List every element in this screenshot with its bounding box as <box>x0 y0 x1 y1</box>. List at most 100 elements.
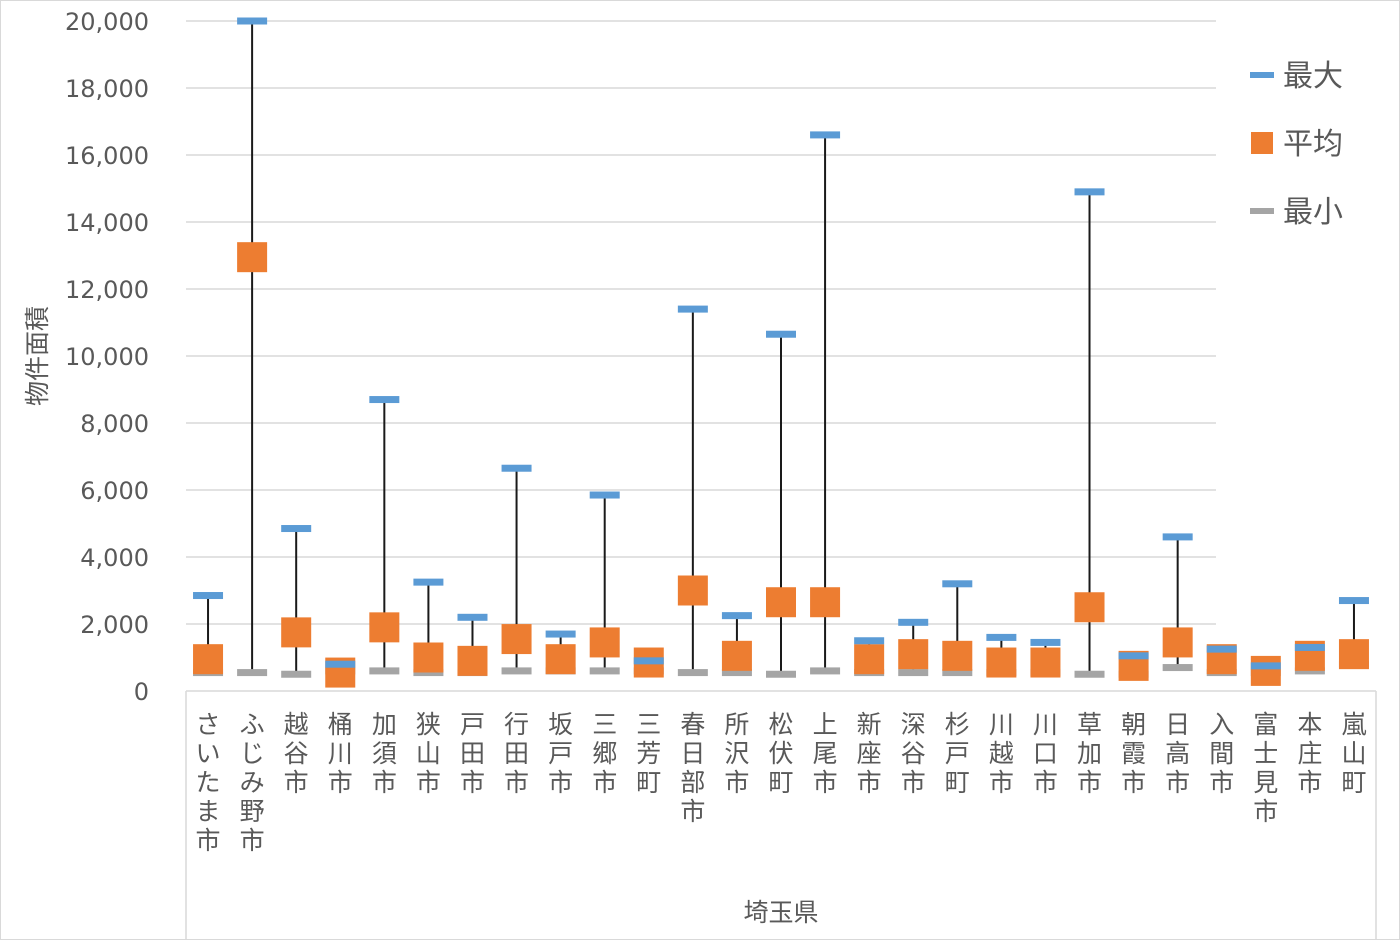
x-tick-label: 狭山市 <box>416 710 441 797</box>
max-marker <box>1162 533 1193 541</box>
y-tick-label: 10,000 <box>65 343 149 371</box>
min-marker <box>1162 664 1193 672</box>
x-axis-title: 埼玉県 <box>743 898 818 927</box>
y-tick-label: 12,000 <box>65 276 149 304</box>
min-marker <box>898 669 929 677</box>
max-marker <box>1338 597 1369 605</box>
avg-marker <box>193 644 224 675</box>
x-tick-label: 所沢市 <box>724 710 749 797</box>
min-marker <box>369 667 400 675</box>
max-marker <box>281 525 312 533</box>
avg-marker <box>281 617 312 648</box>
avg-marker <box>677 575 708 606</box>
max-marker <box>325 660 356 668</box>
min-marker <box>237 669 268 677</box>
max-marker <box>766 330 796 338</box>
x-tick-label: 入間市 <box>1209 710 1234 797</box>
avg-marker <box>501 624 532 655</box>
min-marker <box>589 667 620 675</box>
y-tick-label: 20,000 <box>65 8 149 36</box>
y-tick-label: 4,000 <box>80 544 149 572</box>
x-tick-label: ふじみ野市 <box>240 710 265 855</box>
max-marker <box>898 618 929 626</box>
legend-marker-min <box>1250 208 1274 214</box>
x-tick-label: 川越市 <box>989 710 1014 797</box>
min-marker <box>810 667 841 675</box>
avg-marker <box>457 645 488 676</box>
max-marker <box>1250 662 1281 670</box>
max-marker <box>1030 638 1061 646</box>
min-marker <box>677 669 708 677</box>
legend-marker-max <box>1250 72 1274 78</box>
x-tick-label: 三郷市 <box>592 710 617 797</box>
x-tick-label: 朝霞市 <box>1121 710 1146 797</box>
y-tick-label: 8,000 <box>80 410 149 438</box>
max-marker <box>854 637 885 645</box>
max-marker <box>1074 188 1105 196</box>
avg-marker <box>721 640 752 671</box>
y-tick-label: 6,000 <box>80 477 149 505</box>
min-marker <box>413 669 444 677</box>
x-tick-label: 新座市 <box>857 710 882 797</box>
avg-marker <box>1074 592 1105 623</box>
avg-marker <box>1162 627 1193 658</box>
x-tick-label: 桶川市 <box>328 710 353 797</box>
max-marker <box>721 612 752 620</box>
y-tick-label: 18,000 <box>65 75 149 103</box>
max-marker <box>810 131 841 139</box>
legend-label: 最大 <box>1283 59 1343 94</box>
gridlines <box>186 20 1216 625</box>
y-tick-label: 16,000 <box>65 142 149 170</box>
x-tick-label: 坂戸市 <box>548 710 573 797</box>
legend-label: 最小 <box>1283 195 1343 230</box>
min-marker <box>281 670 312 678</box>
legend-label: 平均 <box>1283 127 1343 162</box>
x-tick-label: 富士見市 <box>1253 710 1278 826</box>
max-marker <box>1294 643 1325 651</box>
series-marks <box>193 17 1369 688</box>
x-tick-label: 越谷市 <box>284 710 309 797</box>
y-tick-label: 14,000 <box>65 209 149 237</box>
max-marker <box>545 630 576 638</box>
y-axis-title: 物件面積 <box>23 306 52 406</box>
x-tick-label: 川口市 <box>1033 710 1058 797</box>
max-marker <box>193 592 224 600</box>
x-tick-label: 行田市 <box>504 710 529 797</box>
avg-marker <box>810 587 841 618</box>
min-marker <box>721 669 752 677</box>
max-marker <box>589 491 620 499</box>
avg-marker <box>589 627 620 658</box>
min-marker <box>1074 670 1105 678</box>
x-tick-label: 松伏町 <box>768 710 793 797</box>
avg-marker <box>854 644 885 675</box>
x-tick-label: 戸田市 <box>460 710 485 797</box>
x-axis-labels: さいたま市ふじみ野市越谷市桶川市加須市狭山市戸田市行田市坂戸市三郷市三芳町春日部… <box>196 710 1367 855</box>
avg-marker <box>942 640 973 671</box>
max-marker <box>1118 652 1149 660</box>
max-marker <box>942 580 973 588</box>
x-tick-label: 深谷市 <box>901 710 926 797</box>
min-marker <box>766 670 796 678</box>
y-axis-ticks: 0 2,000 4,000 6,000 8,000 10,000 12,000 14,000 1… <box>65 8 149 706</box>
max-marker <box>1206 645 1237 653</box>
y-tick-label: 0 <box>134 678 149 706</box>
x-tick-label: 嵐山町 <box>1341 710 1366 797</box>
high-low-lines <box>207 21 1355 675</box>
x-tick-label: さいたま市 <box>196 710 221 855</box>
x-tick-label: 杉戸町 <box>945 710 970 797</box>
max-marker <box>986 633 1017 641</box>
y-tick-label: 2,000 <box>80 611 149 639</box>
x-tick-label: 春日部市 <box>680 710 705 826</box>
avg-marker <box>986 647 1017 678</box>
avg-marker <box>1030 647 1061 678</box>
category-axis <box>185 690 1377 939</box>
max-marker <box>413 578 444 586</box>
avg-marker <box>1338 639 1369 670</box>
x-tick-label: 加須市 <box>372 710 397 797</box>
max-marker <box>237 17 268 25</box>
avg-marker <box>413 642 444 673</box>
avg-marker <box>237 242 268 273</box>
